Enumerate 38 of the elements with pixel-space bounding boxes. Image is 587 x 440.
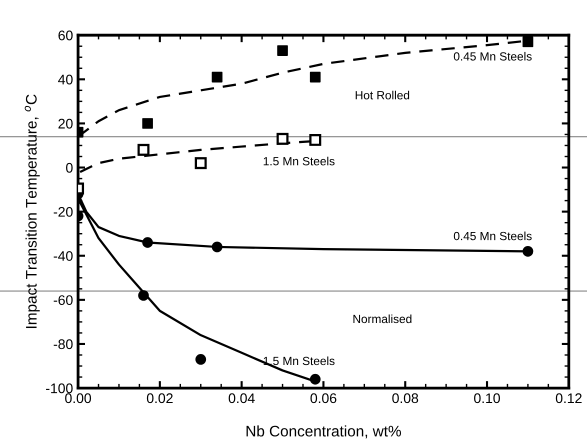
x-tick-label: 0.00 [65,393,92,404]
x-tick-label: 0.04 [228,393,255,404]
y-tick-label: -80 [54,339,73,350]
x-tick-label: 0.10 [474,393,500,404]
y-tick-label: 60 [58,30,73,40]
x-tick-label: 0.12 [556,393,582,404]
point [142,118,153,129]
point [522,36,534,48]
x-tick-label: 0.06 [310,393,336,404]
point [195,354,206,365]
point [138,144,150,156]
point [138,290,149,301]
point [277,45,288,56]
point [310,374,321,385]
point [276,132,289,145]
point [309,134,322,146]
annotation: 0.45 Mn Steels [454,232,532,240]
y-tick-label: -20 [54,206,73,217]
point [142,237,153,248]
point [212,72,222,82]
y-tick-label: -60 [54,295,73,306]
x-tick-label: 0.08 [392,393,418,404]
point [212,242,222,252]
annotation: Normalised [353,314,412,324]
point [310,72,321,82]
annotation: 0.45 Mn Steels [454,52,532,61]
y-axis-title: Impact Transition Temperature, $^{o}$C [24,94,40,328]
y-tick-label: -100 [46,383,73,394]
y-tick-label: 40 [58,74,73,84]
y-tick-label: 0 [66,162,73,173]
annotation: Hot Rolled [356,90,410,100]
x-axis-title: Nb Concentration, wt% [246,425,402,438]
x-tick-label: 0.02 [146,393,173,404]
point [522,246,534,257]
y-tick-label: -40 [54,251,73,261]
point [194,157,207,170]
annotation: 1.5 Mn Steels [264,156,335,166]
y-tick-label: 20 [58,118,73,129]
